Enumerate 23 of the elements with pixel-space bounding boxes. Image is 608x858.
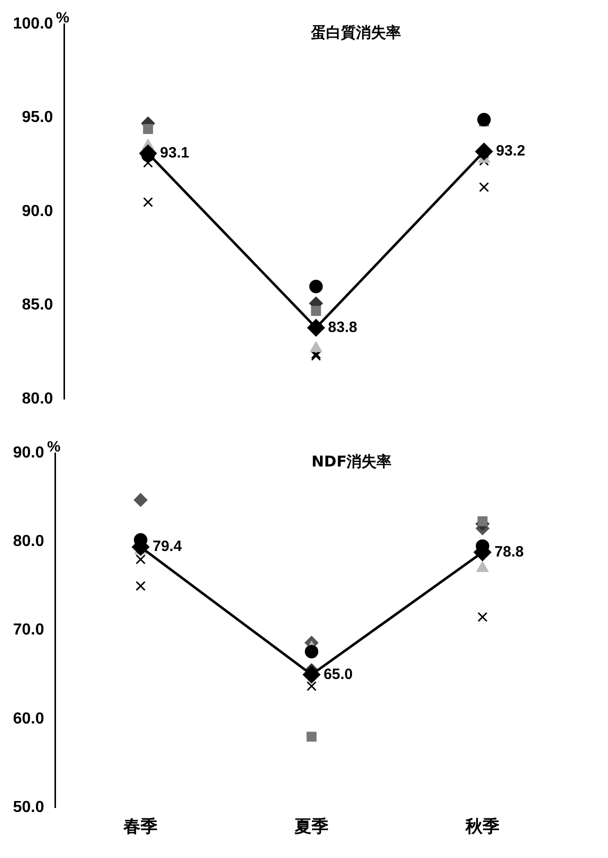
- y-tick-label: 80.0: [13, 533, 44, 550]
- chart-title: NDF消失率: [311, 452, 392, 470]
- y-tick-label: 100.0: [12, 15, 54, 32]
- data-label: 93.2: [496, 142, 526, 160]
- data-label: 79.4: [152, 538, 182, 556]
- chart-title: 蛋白質消失率: [310, 23, 402, 42]
- y-axis-title: %: [47, 438, 60, 456]
- y-tick-label: 60.0: [13, 710, 44, 728]
- x-tick-label: 秋季: [464, 817, 500, 838]
- y-tick-label: 90.0: [13, 444, 44, 462]
- y-tick-label: 90.0: [22, 202, 54, 220]
- data-label: 93.1: [160, 144, 190, 162]
- data-label: 65.0: [324, 666, 353, 683]
- data-label: 83.8: [328, 318, 358, 336]
- y-tick-label: 80.0: [22, 390, 54, 408]
- y-axis-title: %: [56, 10, 70, 27]
- y-tick-label: 95.0: [22, 109, 54, 126]
- y-tick-label: 50.0: [13, 799, 44, 816]
- y-tick-label: 85.0: [22, 296, 54, 314]
- x-tick-label: 春季: [122, 817, 158, 838]
- data-label: 78.8: [494, 543, 524, 560]
- x-tick-label: 夏季: [294, 817, 329, 838]
- y-tick-label: 70.0: [13, 622, 44, 639]
